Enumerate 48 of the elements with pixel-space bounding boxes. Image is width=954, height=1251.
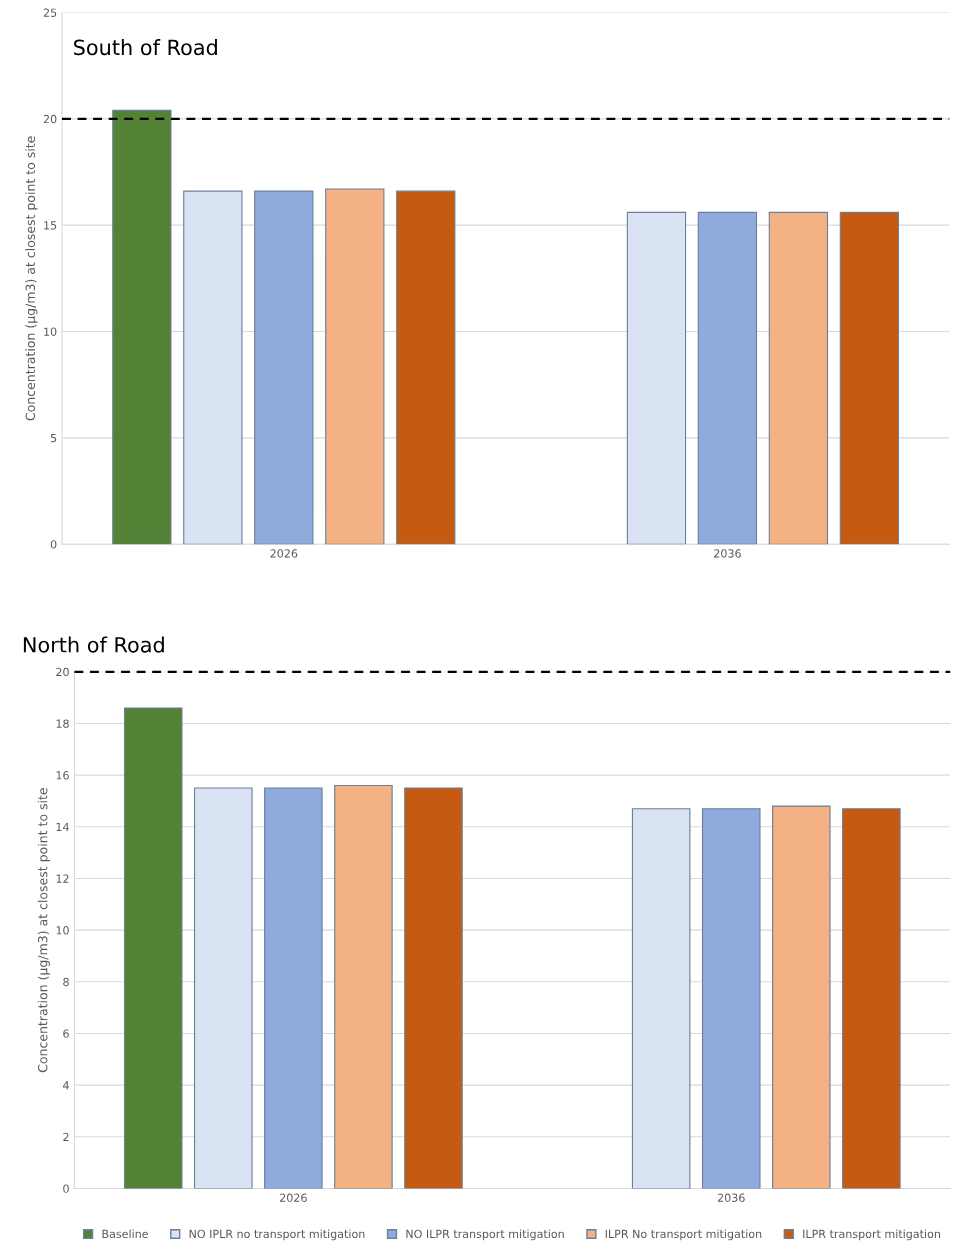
y-tick-label: 0 bbox=[50, 540, 57, 549]
y-tick-label: 6 bbox=[63, 1029, 69, 1038]
bar bbox=[772, 805, 831, 1189]
y-tick-label: 20 bbox=[43, 114, 57, 124]
y-tick-label: 8 bbox=[63, 977, 69, 987]
bar bbox=[697, 211, 758, 545]
text: South of Road bbox=[74, 39, 217, 56]
y-tick-label: 15 bbox=[44, 221, 57, 230]
bar bbox=[701, 808, 761, 1189]
y-axis-title: Concentration (µg/m3) at closest point to site bbox=[37, 788, 50, 1073]
y-tick-label: 0 bbox=[63, 1184, 69, 1193]
bar bbox=[631, 808, 691, 1189]
y-tick-label: 10 bbox=[44, 327, 57, 336]
legend-label: NO ILPR transport mitigation bbox=[406, 1229, 564, 1241]
bar bbox=[183, 190, 243, 545]
bar bbox=[325, 188, 385, 545]
y-axis-title: Concentration (µg/m3) at closest point to site bbox=[25, 136, 38, 421]
y-tick-label: 14 bbox=[56, 822, 69, 832]
bar bbox=[194, 787, 253, 1189]
bar bbox=[334, 784, 393, 1189]
bar bbox=[123, 707, 183, 1189]
chart-title: North of Road bbox=[23, 636, 164, 653]
y-tick-label: 10 bbox=[56, 926, 69, 935]
bar bbox=[254, 190, 314, 545]
bar bbox=[839, 211, 900, 545]
bar bbox=[404, 787, 463, 1189]
y-tick-label: 12 bbox=[56, 874, 69, 883]
x-tick-label: 2026 bbox=[270, 549, 298, 558]
x-tick-label: 2026 bbox=[280, 1193, 307, 1202]
y-tick-label: 25 bbox=[43, 8, 57, 17]
legend-label: ILPR transport mitigation bbox=[803, 1229, 940, 1241]
y-tick-label: 4 bbox=[63, 1081, 69, 1090]
legend-label: NO IPLR no transport mitigation bbox=[189, 1229, 365, 1241]
legend-label: Baseline bbox=[102, 1229, 148, 1239]
y-tick-label: 2 bbox=[63, 1132, 69, 1142]
bar bbox=[842, 808, 901, 1189]
legend-label: ILPR No transport mitigation bbox=[605, 1229, 762, 1241]
y-tick-label: 18 bbox=[56, 719, 69, 728]
bar bbox=[264, 787, 323, 1189]
y-tick-label: 16 bbox=[56, 771, 69, 780]
bar bbox=[768, 211, 829, 545]
y-tick-label: 20 bbox=[56, 667, 69, 677]
y-tick-label: 5 bbox=[50, 433, 57, 443]
bar bbox=[112, 109, 172, 545]
x-tick-label: 2036 bbox=[714, 549, 741, 558]
x-tick-label: 2036 bbox=[717, 1193, 745, 1202]
bar bbox=[626, 211, 687, 545]
bar bbox=[396, 190, 456, 545]
